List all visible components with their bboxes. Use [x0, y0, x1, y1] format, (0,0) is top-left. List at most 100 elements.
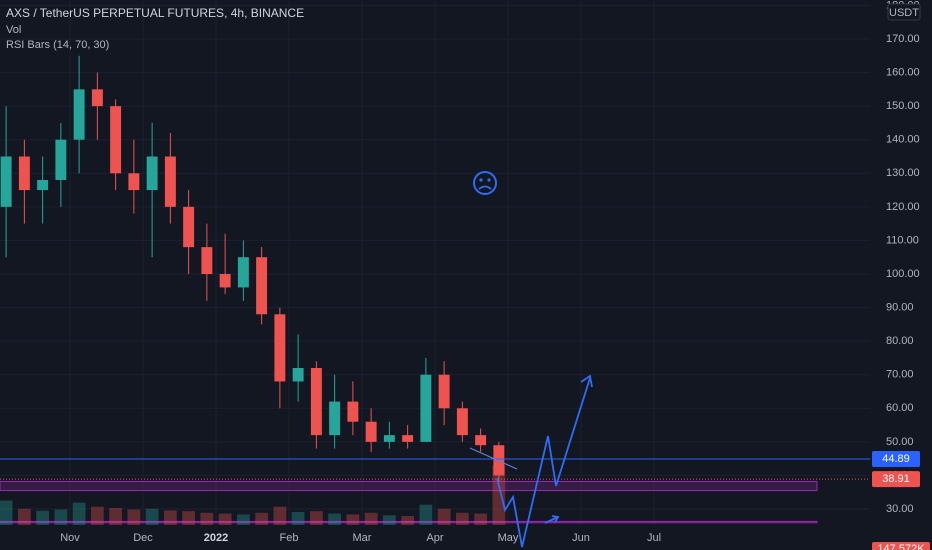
price-tag-label: 38.91 [882, 473, 910, 485]
volume-bar [17, 508, 31, 525]
candle-body [183, 206, 195, 248]
volume-bar [437, 508, 451, 525]
volume-bar [364, 512, 378, 525]
x-tick-label: 2022 [204, 532, 228, 544]
candle-body [110, 106, 122, 174]
y-tick-label: 110.00 [886, 234, 919, 246]
y-tick-label: 170.00 [886, 33, 920, 45]
candle-body [0, 156, 12, 207]
volume-bar [328, 513, 342, 525]
y-tick-label: 30.00 [886, 503, 914, 515]
candle-body [365, 421, 377, 442]
volume-bar [72, 502, 86, 525]
indicator-label: RSI Bars (14, 70, 30) [6, 39, 109, 51]
projection-path [496, 377, 591, 548]
indicator-label: Vol [6, 24, 21, 36]
candle-body [18, 156, 30, 191]
candle-body [420, 374, 432, 442]
volume-bar [163, 510, 177, 525]
candle-body [310, 368, 322, 436]
volume-bar [273, 506, 287, 525]
volume-bar [218, 513, 232, 525]
candle-body [438, 374, 450, 409]
price-tag [872, 471, 920, 488]
zone [0, 520, 818, 524]
x-tick-label: Mar [353, 532, 372, 544]
volume-bar [474, 513, 488, 525]
axis-labels: 30.0040.0050.0060.0070.0080.0090.00100.0… [60, 0, 930, 550]
volume-bar [236, 514, 250, 525]
price-tag [872, 451, 920, 468]
x-tick-label: Jun [572, 532, 590, 544]
candle-body [383, 435, 395, 442]
candle-body [456, 408, 468, 436]
candle-body [164, 156, 176, 207]
candle-body [475, 435, 487, 446]
small-arrowhead [551, 515, 560, 523]
y-tick-label: 160.00 [886, 66, 920, 78]
volume-bar [36, 510, 50, 525]
candle-body [256, 257, 268, 315]
x-tick-label: Nov [60, 532, 80, 544]
y-tick-label: 130.00 [886, 167, 920, 179]
currency-box[interactable] [887, 3, 921, 21]
x-tick-label: Dec [133, 532, 153, 544]
projection-arrowhead [580, 374, 593, 388]
grid [0, 0, 870, 525]
volume-bar [346, 514, 360, 525]
volume-bar [309, 511, 323, 525]
y-tick-label: 80.00 [886, 335, 914, 347]
volume-bar [0, 500, 13, 525]
volume-bar [145, 508, 159, 525]
volume-bar [54, 509, 68, 525]
candle-body [73, 89, 85, 140]
candle-body [201, 247, 213, 274]
volume-tag [872, 542, 930, 550]
candle-body [146, 156, 158, 191]
volume-tag-label: 147.572K [877, 543, 925, 550]
candle-body [274, 314, 286, 382]
y-tick-label: 50.00 [886, 436, 914, 448]
candle-body [37, 180, 49, 191]
volume-bar [200, 512, 214, 525]
volume-bar [127, 509, 141, 525]
idea-icon [473, 171, 497, 195]
y-tick-label: 90.00 [886, 301, 914, 313]
price-tag-label: 44.89 [882, 453, 910, 465]
y-tick-label: 120.00 [886, 201, 920, 213]
candle-body [347, 401, 359, 422]
candle-body [219, 274, 231, 288]
zone [0, 480, 818, 492]
x-tick-label: Jul [647, 532, 661, 544]
candle-body [329, 401, 341, 436]
x-tick-label: May [498, 532, 519, 544]
volume-bar [492, 465, 506, 525]
y-tick-label: 60.00 [886, 402, 914, 414]
x-tick-label: Apr [426, 532, 443, 544]
candle-body [402, 435, 414, 442]
volume-bar [382, 515, 396, 525]
trend-line [469, 447, 518, 470]
y-tick-label: 140.00 [886, 134, 920, 146]
volume-bar [419, 504, 433, 525]
volume-bar [255, 512, 269, 525]
candle-body [55, 139, 67, 180]
x-tick-label: Feb [280, 532, 299, 544]
y-tick-label: 70.00 [886, 369, 914, 381]
plot [0, 55, 870, 525]
volume-bar [109, 507, 123, 525]
currency-label: USDT [889, 7, 919, 19]
volume-bar [182, 511, 196, 525]
candle-body [292, 368, 304, 382]
y-tick-label: 150.00 [886, 100, 920, 112]
volume-bar [455, 512, 469, 525]
symbol-title: AXS / TetherUS PERPETUAL FUTURES, 4h, BI… [6, 6, 304, 20]
small-arrow [544, 516, 559, 524]
candle-body [91, 89, 103, 107]
volume-bar [291, 511, 305, 525]
candle-body [128, 173, 140, 191]
volume-bar [401, 516, 415, 525]
